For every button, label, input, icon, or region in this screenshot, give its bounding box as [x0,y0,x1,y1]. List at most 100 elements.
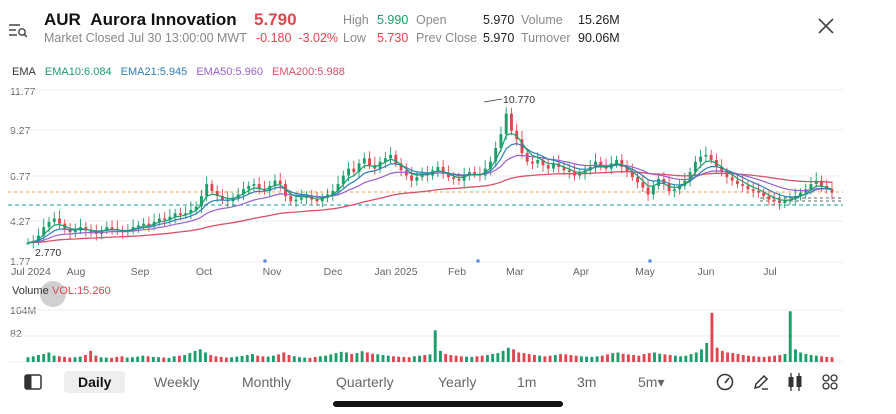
tab-yearly[interactable]: Yearly [438,374,477,390]
volume-bar [271,355,275,362]
candle-body [625,166,629,173]
volume-bar [350,354,354,362]
volume-bar [642,354,646,362]
candle-body [163,218,167,221]
volume-bar [47,352,51,362]
x-label-jul: Jul [763,266,777,278]
volume-bar [600,355,604,362]
indicator-button[interactable] [716,373,734,391]
volume-bar [653,352,656,362]
candle-body [252,184,256,186]
volume-bar [412,356,416,362]
volume-bar [94,355,98,362]
volume-bar [130,357,134,362]
candle-body [730,177,734,181]
candle-body [762,192,766,197]
open-value: 5.970 [483,13,515,27]
volume-bar [204,352,207,362]
tab-5m-dropdown[interactable]: 5m▾ [638,374,665,390]
tab-daily[interactable]: Daily [64,371,126,393]
x-label-sep: Sep [130,266,150,278]
open-label: Open [416,13,447,27]
volume-bar [668,355,672,362]
volume-settings-button[interactable] [40,281,66,307]
last-price: 5.790 [254,10,297,29]
candle-body [68,228,72,233]
chart-type-button[interactable] [786,372,804,392]
tab-3m[interactable]: 3m [577,374,597,390]
volume-bar [454,355,458,362]
ema-legend[interactable]: EMA EMA10:6.084 EMA21:5.945 EMA50:5.960 … [12,66,351,78]
volume-bar [198,349,202,362]
menu-button[interactable] [8,22,28,38]
candle-body [205,184,209,197]
volume-bar [303,357,307,362]
tab-monthly[interactable]: Monthly [242,374,292,390]
volume-bar [240,355,244,362]
volume-bar [553,355,557,362]
candle-body [488,161,492,169]
volume-bar [172,356,176,362]
volume-tick-2: 82 [10,328,22,340]
low-value: 5.730 [377,31,409,45]
volume-bar [329,354,333,362]
sidebar-toggle-button[interactable] [24,374,42,390]
volume-bar [256,355,260,362]
volume-label: Volume [521,13,563,27]
volume-bar [705,342,709,362]
volume-bar [68,357,72,362]
candle-body [315,199,319,202]
volume-bar [720,350,724,362]
tab-quarterly[interactable]: Quarterly [336,374,394,390]
candle-body [215,190,219,197]
candle-body [541,160,545,166]
volume-bar [485,355,489,362]
volume-bar [26,357,30,362]
candle-body [820,180,823,186]
volume-bar [736,354,740,362]
price-tick-2: 9.27 [10,125,31,137]
close-button[interactable] [815,15,837,37]
volume-bar [616,352,620,362]
candle-body [26,242,30,245]
layout-button[interactable] [822,374,838,390]
volume-bar [595,356,599,362]
volume-chart[interactable] [0,300,896,364]
candle-body [168,216,172,221]
candle-body [799,192,802,197]
volume-bar [292,356,296,362]
volume-bar [710,312,714,362]
candle-body [399,163,403,171]
volume-bar [621,353,625,362]
volume-bar [183,355,187,362]
candle-body [294,199,298,202]
volume-bar [475,356,479,362]
volume-bar [83,355,87,362]
candle-body [331,190,335,195]
candle-body [178,213,182,216]
ema21-value: EMA21:5.945 [120,66,188,78]
volume-bar [579,356,583,362]
candlestick-icon [788,373,802,391]
draw-button[interactable] [752,373,770,391]
volume-bar [715,347,719,362]
candle-body [531,161,534,164]
volume-bar [637,355,641,362]
max-price-annotation: 10.770 [503,94,536,106]
x-label-may: May [635,266,655,278]
price-chart[interactable] [0,84,896,264]
ema200-line [27,171,833,244]
candle-body [73,230,77,233]
candle-body [247,185,251,190]
candle-body [410,175,414,181]
tab-1m[interactable]: 1m [517,374,537,390]
tab-weekly[interactable]: Weekly [154,374,200,390]
volume-bar [527,354,531,362]
volume-bar [470,356,474,362]
volume-bar [287,355,291,362]
volume-bar [251,354,254,362]
candle-body [599,161,603,166]
volume-bar [418,355,421,362]
volume-bar [141,355,145,362]
candle-body [552,163,555,169]
